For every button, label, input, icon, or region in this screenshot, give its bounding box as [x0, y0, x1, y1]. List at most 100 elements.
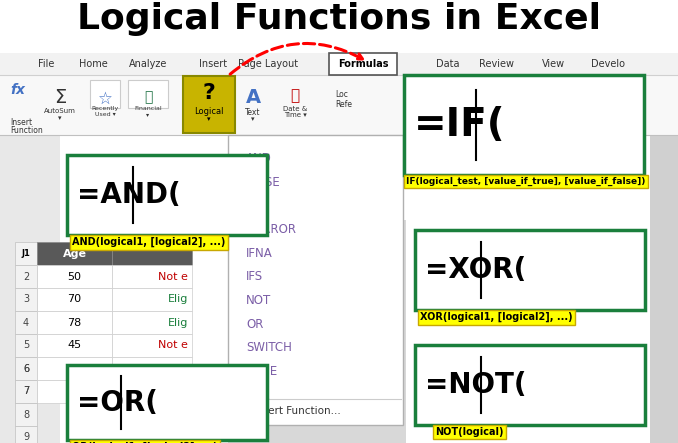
Text: =XOR(: =XOR( [425, 256, 526, 284]
Text: 5: 5 [23, 341, 29, 350]
Bar [650, 135, 678, 443]
Text: 8: 8 [23, 409, 29, 420]
Text: 7: 7 [23, 386, 29, 396]
Text: Logical Functions in Excel: Logical Functions in Excel [77, 2, 601, 36]
Text: A: A [245, 88, 260, 107]
Text: View: View [542, 59, 565, 69]
Text: 50: 50 [68, 272, 81, 281]
Text: ▾: ▾ [58, 115, 62, 121]
Bar [15, 403, 37, 426]
Bar [15, 334, 37, 357]
Text: Σ: Σ [54, 88, 66, 107]
Bar [112, 311, 192, 334]
Text: =IF(: =IF( [414, 106, 506, 144]
Bar [0, 53, 678, 75]
Text: 🗄: 🗄 [144, 90, 152, 104]
Bar [15, 242, 37, 265]
Text: IFNA: IFNA [246, 247, 273, 260]
Text: Date &: Date & [283, 106, 307, 112]
Bar [404, 75, 644, 175]
Text: J1: J1 [22, 249, 31, 259]
Text: Develo: Develo [591, 59, 625, 69]
Text: AutoSum: AutoSum [44, 108, 76, 114]
Bar [415, 230, 645, 310]
Text: IF(logical_test, [value_if_true], [value_if_false]): IF(logical_test, [value_if_true], [value… [406, 177, 645, 186]
Bar [37, 380, 112, 403]
Text: =OR(: =OR( [77, 389, 158, 416]
Text: Text: Text [245, 108, 261, 117]
Text: =NOT(: =NOT( [425, 371, 527, 399]
Bar [0, 75, 678, 135]
Bar [329, 53, 397, 75]
Bar [67, 365, 267, 440]
Bar [112, 288, 192, 311]
Text: Recently: Recently [92, 106, 119, 111]
Text: 7: 7 [23, 386, 29, 396]
Text: Used ▾: Used ▾ [95, 112, 115, 117]
Text: NOT(logical): NOT(logical) [435, 427, 504, 437]
Bar [183, 76, 235, 133]
Text: Refe: Refe [335, 100, 352, 109]
Text: ?: ? [203, 83, 216, 103]
Text: Elig: Elig [167, 295, 188, 304]
Text: IF: IF [246, 200, 256, 213]
Text: AND(logical1, [logical2], ...): AND(logical1, [logical2], ...) [72, 237, 225, 247]
Text: OR(logical1, [logical2], ...): OR(logical1, [logical2], ...) [72, 442, 218, 443]
Text: OR: OR [246, 318, 263, 331]
Bar [15, 288, 37, 311]
Text: Not e: Not e [158, 341, 188, 350]
Text: IFS: IFS [246, 271, 263, 284]
Text: 3: 3 [23, 295, 29, 304]
Bar [15, 380, 37, 403]
Bar [15, 311, 37, 334]
Text: Time ▾: Time ▾ [283, 112, 306, 118]
Text: Insert: Insert [10, 118, 32, 127]
Text: Financial: Financial [134, 106, 162, 111]
Text: Data: Data [436, 59, 460, 69]
Text: 6: 6 [23, 364, 29, 373]
Text: Not e: Not e [158, 272, 188, 281]
Text: ▾: ▾ [252, 116, 255, 122]
Text: NOT: NOT [246, 294, 271, 307]
Bar [406, 135, 650, 443]
Text: ▾: ▾ [207, 116, 211, 122]
Bar [15, 426, 37, 443]
Text: ▾: ▾ [146, 112, 150, 117]
Text: File: File [38, 59, 54, 69]
Bar [37, 288, 112, 311]
Text: XOR: XOR [246, 389, 271, 402]
Text: IFERROR: IFERROR [246, 223, 297, 236]
Text: Page Layout: Page Layout [238, 59, 298, 69]
Bar [112, 334, 192, 357]
Text: 70: 70 [67, 295, 81, 304]
Bar [228, 135, 403, 425]
Bar [228, 220, 406, 443]
Text: fx: fx [10, 83, 25, 97]
Bar [112, 265, 192, 288]
Text: TRUE: TRUE [246, 365, 277, 378]
Bar [15, 357, 37, 380]
Text: 2: 2 [23, 272, 29, 281]
Text: XOR(logical1, [logical2], ...): XOR(logical1, [logical2], ...) [420, 312, 573, 322]
Bar [15, 380, 37, 403]
Text: Insert Function...: Insert Function... [253, 406, 341, 416]
Bar [0, 135, 60, 443]
Text: ⏱: ⏱ [290, 88, 300, 103]
Bar [112, 242, 192, 265]
Bar [15, 357, 37, 380]
Bar [37, 311, 112, 334]
Text: 6: 6 [23, 364, 29, 373]
Bar [15, 265, 37, 288]
Bar [37, 357, 112, 380]
Bar [415, 345, 645, 425]
Bar [67, 155, 267, 235]
Text: Loc: Loc [335, 90, 348, 99]
Text: ☆: ☆ [98, 90, 113, 108]
Text: 45: 45 [67, 341, 81, 350]
Bar [112, 380, 192, 403]
Text: 4: 4 [23, 318, 29, 327]
Bar [37, 334, 112, 357]
Text: SWITCH: SWITCH [246, 342, 292, 354]
Text: Logical: Logical [195, 107, 224, 116]
Text: Function: Function [10, 126, 43, 135]
